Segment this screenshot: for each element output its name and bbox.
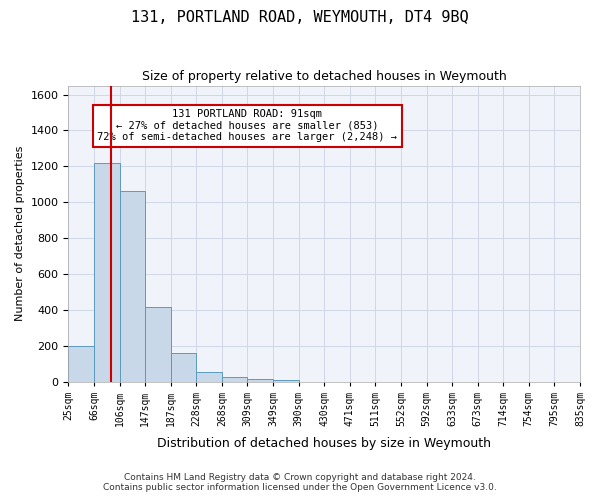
Bar <box>171 353 196 382</box>
Bar <box>247 379 273 382</box>
Bar <box>94 162 119 382</box>
Text: 131, PORTLAND ROAD, WEYMOUTH, DT4 9BQ: 131, PORTLAND ROAD, WEYMOUTH, DT4 9BQ <box>131 10 469 25</box>
Bar <box>68 346 94 382</box>
Bar <box>222 377 247 382</box>
Title: Size of property relative to detached houses in Weymouth: Size of property relative to detached ho… <box>142 70 506 83</box>
Text: 131 PORTLAND ROAD: 91sqm
← 27% of detached houses are smaller (853)
72% of semi-: 131 PORTLAND ROAD: 91sqm ← 27% of detach… <box>97 109 397 142</box>
Bar <box>119 192 145 382</box>
Bar <box>145 307 171 382</box>
Text: Contains HM Land Registry data © Crown copyright and database right 2024.
Contai: Contains HM Land Registry data © Crown c… <box>103 472 497 492</box>
Bar <box>196 372 222 382</box>
Y-axis label: Number of detached properties: Number of detached properties <box>15 146 25 322</box>
Bar <box>273 380 299 382</box>
X-axis label: Distribution of detached houses by size in Weymouth: Distribution of detached houses by size … <box>157 437 491 450</box>
